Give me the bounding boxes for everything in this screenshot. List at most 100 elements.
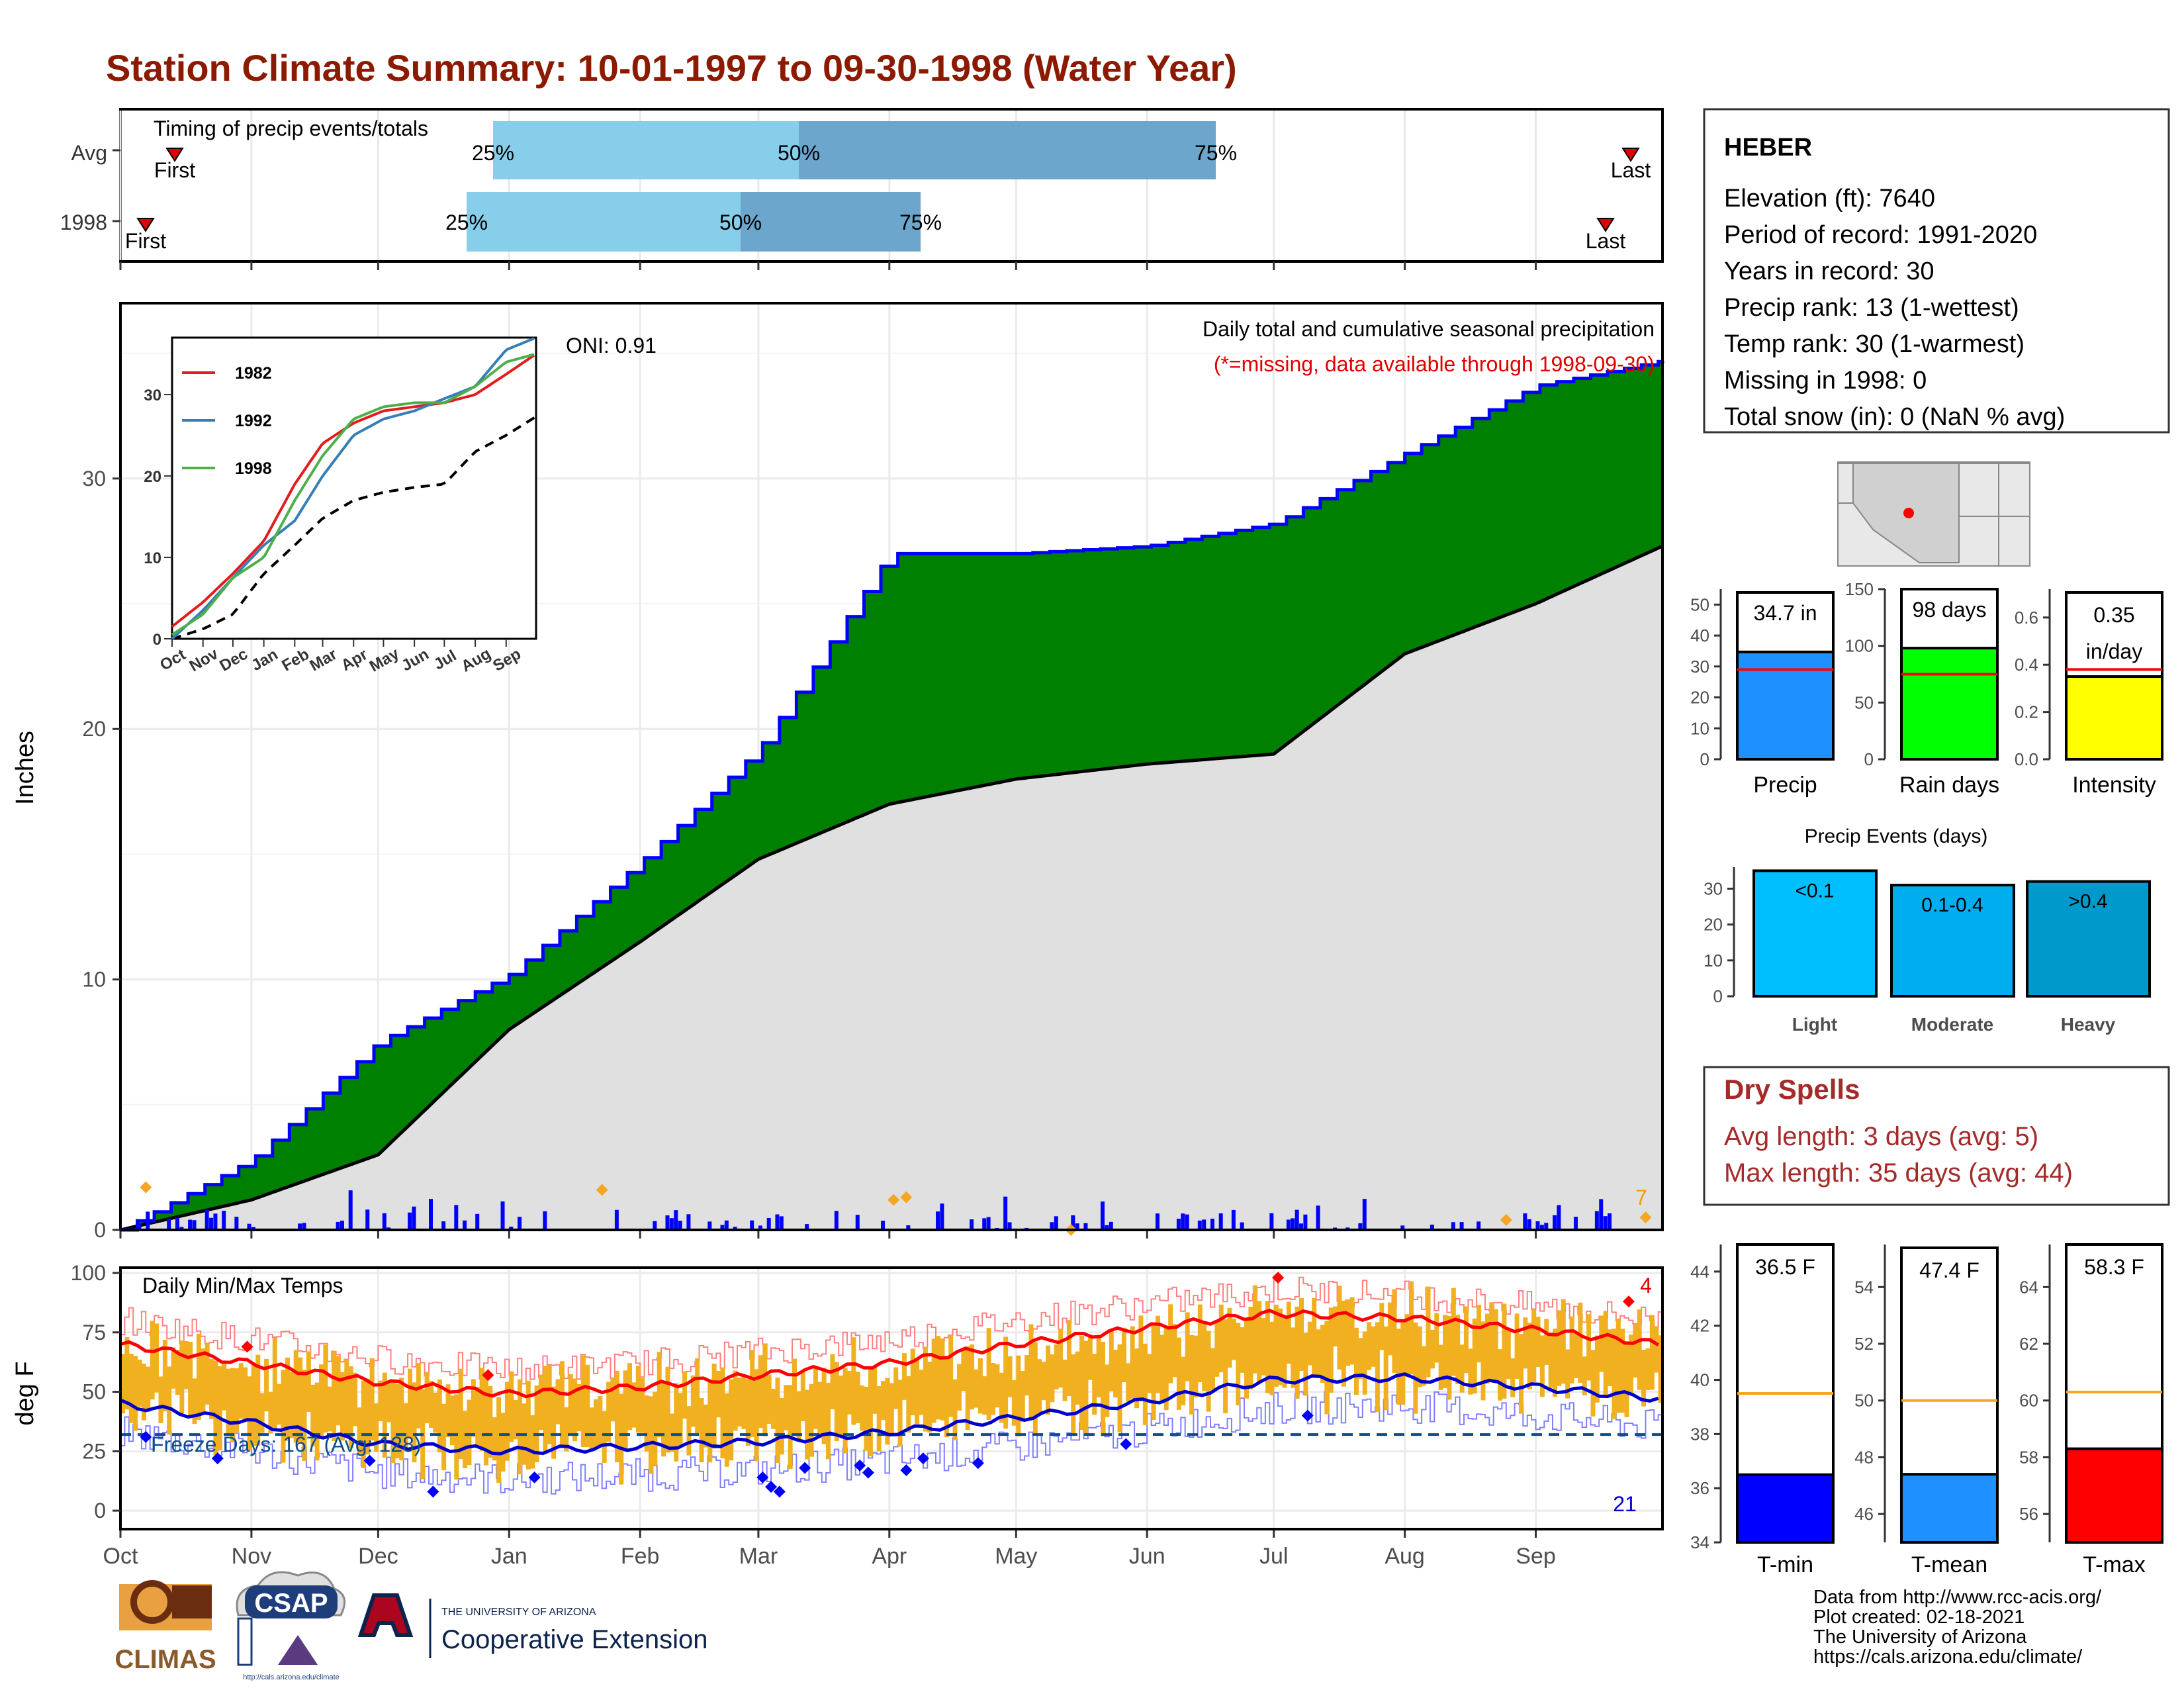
- daily-precip-bar: [302, 1223, 306, 1230]
- daily-temp-range: [1615, 1318, 1621, 1413]
- daily-temp-range: [851, 1337, 856, 1425]
- daily-temp-range: [796, 1391, 801, 1441]
- record-low-marker: [799, 1462, 811, 1474]
- daily-temp-range: [733, 1370, 738, 1431]
- temp-bar-ytick-label: 52: [1854, 1334, 1874, 1354]
- daily-temp-range: [1480, 1321, 1486, 1401]
- daily-temp-range: [653, 1391, 658, 1466]
- daily-temp-range: [1299, 1297, 1304, 1371]
- daily-temp-range: [792, 1358, 797, 1435]
- daily-temp-range: [1426, 1286, 1431, 1378]
- daily-precip-bar: [336, 1221, 340, 1230]
- daily-temp-range: [674, 1383, 679, 1462]
- daily-temp-range: [1273, 1304, 1279, 1387]
- daily-temp-range: [1303, 1333, 1308, 1396]
- daily-temp-range: [1408, 1281, 1414, 1375]
- daily-temp-range: [1202, 1323, 1207, 1391]
- daily-temp-range: [944, 1358, 949, 1438]
- temp-bar-ytick-label: 42: [1690, 1316, 1709, 1336]
- daily-temp-range: [716, 1371, 721, 1418]
- daily-temp-range: [1218, 1304, 1224, 1373]
- daily-temp-range: [589, 1407, 594, 1451]
- record-low-marker: [765, 1481, 778, 1493]
- daily-precip-bar: [1430, 1225, 1434, 1230]
- daily-temp-range: [340, 1372, 345, 1441]
- daily-precip-bar: [441, 1221, 446, 1230]
- daily-temp-range: [463, 1411, 468, 1468]
- daily-temp-range: [602, 1411, 607, 1463]
- summary-bar-ytick-label: 100: [1845, 636, 1874, 656]
- daily-temp-range: [1620, 1329, 1625, 1413]
- daily-temp-range: [940, 1338, 945, 1421]
- station-line-2: Years in record: 30: [1724, 258, 1934, 285]
- extreme-precip-marker: [900, 1191, 913, 1203]
- daily-temp-range: [1307, 1321, 1312, 1366]
- precip-ylabel: Inches: [11, 731, 39, 805]
- daily-precip-bar: [500, 1201, 505, 1230]
- daily-temp-range: [369, 1358, 375, 1441]
- daily-temp-range: [445, 1384, 451, 1437]
- daily-temp-range: [302, 1370, 307, 1462]
- daily-precip-bar: [940, 1203, 944, 1230]
- daily-precip-bar: [678, 1221, 682, 1230]
- daily-temp-range: [1484, 1313, 1490, 1384]
- daily-precip-bar: [1185, 1214, 1189, 1230]
- daily-temp-range: [1050, 1354, 1055, 1403]
- temp-bar-label: T-max: [2083, 1552, 2145, 1577]
- daily-temp-range: [961, 1349, 966, 1391]
- daily-temp-range: [1375, 1322, 1380, 1413]
- daily-temp-range: [1463, 1306, 1469, 1374]
- summary-bar-ytick-label: 0: [1700, 749, 1709, 769]
- daily-precip-bar: [1197, 1220, 1202, 1230]
- daily-precip-bar: [1176, 1219, 1181, 1230]
- daily-temp-range: [154, 1323, 159, 1393]
- daily-precip-bar: [509, 1227, 514, 1230]
- daily-temp-range: [1168, 1304, 1173, 1383]
- summary-bar-ytick-label: 50: [1690, 594, 1709, 614]
- daily-temp-range: [598, 1396, 603, 1447]
- daily-temp-range: [196, 1333, 201, 1420]
- avg-last-label: Last: [1611, 158, 1651, 182]
- temp-bar-ytick-label: 56: [2019, 1504, 2038, 1524]
- daily-temp-range: [1527, 1322, 1532, 1389]
- record-high-marker: [482, 1369, 494, 1382]
- daily-temp-range: [1058, 1329, 1064, 1388]
- daily-temp-range: [213, 1360, 218, 1456]
- daily-temp-range: [1455, 1315, 1461, 1384]
- events-bar-value: <0.1: [1795, 880, 1834, 902]
- summary-bar-ytick-label: 0.2: [2015, 702, 2038, 722]
- daily-temp-range: [1295, 1306, 1300, 1399]
- daily-temp-range: [952, 1379, 958, 1440]
- daily-temp-range: [530, 1415, 535, 1469]
- year-first-label: First: [125, 229, 166, 253]
- daily-temp-range: [1434, 1313, 1439, 1363]
- record-low-marker: [427, 1485, 439, 1498]
- daily-temp-range: [885, 1378, 890, 1445]
- daily-temp-range: [1261, 1318, 1266, 1376]
- daily-precip-bar: [382, 1213, 387, 1230]
- inset-ytick-label: 0: [153, 631, 161, 649]
- daily-temp-range: [754, 1369, 759, 1462]
- daily-precip-bar: [855, 1215, 860, 1230]
- daily-temp-range: [1210, 1348, 1215, 1390]
- daily-temp-range: [703, 1404, 708, 1448]
- daily-temp-range: [1185, 1312, 1190, 1382]
- daily-precip-bar: [167, 1219, 171, 1230]
- precip-ytick-label: 10: [82, 968, 106, 992]
- summary-bar-ytick-label: 50: [1854, 692, 1874, 712]
- daily-temp-range: [513, 1400, 518, 1440]
- summary-bar-ytick-label: 10: [1690, 718, 1709, 738]
- daily-temp-range: [640, 1378, 645, 1433]
- daily-temp-range: [1227, 1307, 1232, 1368]
- daily-temp-range: [1054, 1344, 1059, 1389]
- daily-temp-range: [479, 1368, 484, 1451]
- csap-logo: CSAP http://cals.arizona.edu/climate: [236, 1571, 346, 1681]
- precip-panel: Inches 0 10 20 30 ONI: 0.91 Daily total and…: [11, 302, 1664, 1242]
- daily-temp-range: [1333, 1306, 1338, 1347]
- temp-bar-fill: [2065, 1447, 2163, 1544]
- daily-temp-range: [361, 1380, 366, 1468]
- daily-precip-bar: [454, 1205, 459, 1230]
- daily-temp-range: [205, 1342, 210, 1405]
- daily-temp-range: [1105, 1364, 1110, 1417]
- daily-temp-range: [1506, 1331, 1511, 1380]
